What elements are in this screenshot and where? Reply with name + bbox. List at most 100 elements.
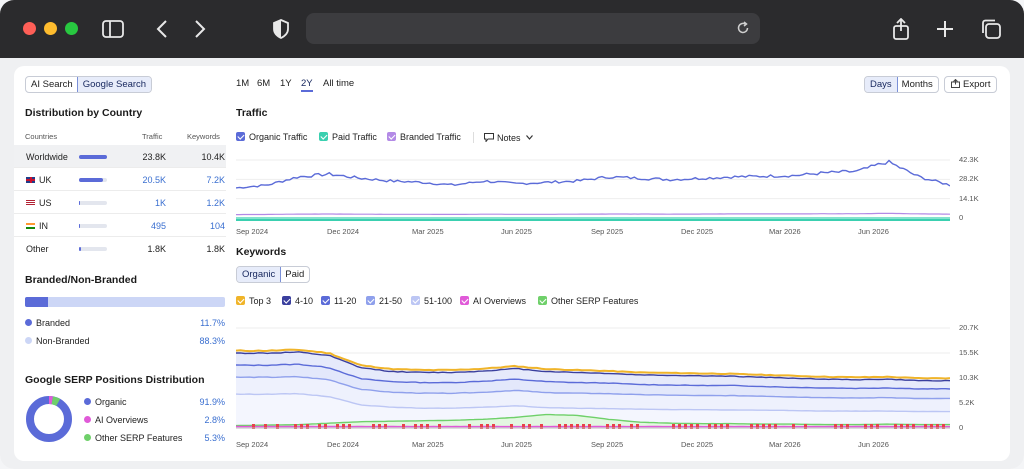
legend-kw-3[interactable]: 21-50 bbox=[366, 296, 402, 306]
note-marker[interactable] bbox=[576, 424, 579, 429]
note-marker[interactable] bbox=[846, 424, 849, 429]
note-marker[interactable] bbox=[468, 424, 471, 429]
note-marker[interactable] bbox=[486, 424, 489, 429]
table-row[interactable]: Worldwide 23.8K 10.4K bbox=[14, 145, 226, 168]
legend-paid-traffic[interactable]: Paid Traffic bbox=[319, 132, 377, 142]
tab-organic[interactable]: Organic bbox=[237, 267, 282, 282]
note-marker[interactable] bbox=[588, 424, 591, 429]
note-marker[interactable] bbox=[870, 424, 873, 429]
note-marker[interactable] bbox=[276, 424, 279, 429]
forward-arrow-icon[interactable] bbox=[185, 14, 215, 44]
note-marker[interactable] bbox=[894, 424, 897, 429]
note-marker[interactable] bbox=[426, 424, 429, 429]
note-marker[interactable] bbox=[618, 424, 621, 429]
note-marker[interactable] bbox=[558, 424, 561, 429]
note-marker[interactable] bbox=[876, 424, 879, 429]
note-marker[interactable] bbox=[672, 424, 675, 429]
note-marker[interactable] bbox=[924, 424, 927, 429]
reload-icon[interactable] bbox=[736, 21, 750, 40]
note-marker[interactable] bbox=[384, 424, 387, 429]
note-marker[interactable] bbox=[612, 424, 615, 429]
traffic-value[interactable]: 20.5K bbox=[142, 175, 166, 185]
note-marker[interactable] bbox=[690, 424, 693, 429]
traffic-chart[interactable] bbox=[236, 158, 950, 224]
note-marker[interactable] bbox=[750, 424, 753, 429]
note-marker[interactable] bbox=[756, 424, 759, 429]
keywords-value[interactable]: 7.2K bbox=[206, 175, 225, 185]
note-marker[interactable] bbox=[726, 424, 729, 429]
traffic-value[interactable]: 495 bbox=[150, 221, 166, 231]
note-marker[interactable] bbox=[420, 424, 423, 429]
note-marker[interactable] bbox=[480, 424, 483, 429]
keywords-value[interactable]: 1.2K bbox=[206, 198, 225, 208]
note-marker[interactable] bbox=[324, 424, 327, 429]
legend-organic-traffic[interactable]: Organic Traffic bbox=[236, 132, 307, 142]
export-button[interactable]: Export bbox=[944, 76, 998, 93]
tab-overview-icon[interactable] bbox=[976, 14, 1006, 44]
note-marker[interactable] bbox=[636, 424, 639, 429]
tab-ai-search[interactable]: AI Search bbox=[31, 79, 73, 90]
note-marker[interactable] bbox=[792, 424, 795, 429]
shield-privacy-icon[interactable] bbox=[266, 14, 296, 44]
note-marker[interactable] bbox=[720, 424, 723, 429]
note-marker[interactable] bbox=[864, 424, 867, 429]
close-window-button[interactable] bbox=[23, 22, 36, 35]
note-marker[interactable] bbox=[264, 424, 267, 429]
note-marker[interactable] bbox=[900, 424, 903, 429]
zoom-window-button[interactable] bbox=[65, 22, 78, 35]
note-marker[interactable] bbox=[678, 424, 681, 429]
note-marker[interactable] bbox=[834, 424, 837, 429]
legend-kw-5[interactable]: AI Overviews bbox=[460, 296, 526, 306]
period-1m[interactable]: 1M bbox=[236, 78, 250, 89]
note-marker[interactable] bbox=[294, 424, 297, 429]
notes-dropdown[interactable]: Notes bbox=[484, 132, 533, 144]
tab-paid[interactable]: Paid bbox=[285, 269, 305, 280]
note-marker[interactable] bbox=[252, 424, 255, 429]
note-marker[interactable] bbox=[564, 424, 567, 429]
period-1y[interactable]: 1Y bbox=[280, 78, 292, 89]
note-marker[interactable] bbox=[696, 424, 699, 429]
sidebar-toggle-icon[interactable] bbox=[98, 14, 128, 44]
note-marker[interactable] bbox=[402, 424, 405, 429]
note-marker[interactable] bbox=[570, 424, 573, 429]
note-marker[interactable] bbox=[342, 424, 345, 429]
minimize-window-button[interactable] bbox=[44, 22, 57, 35]
note-marker[interactable] bbox=[306, 424, 309, 429]
note-marker[interactable] bbox=[708, 424, 711, 429]
tab-google-search[interactable]: Google Search bbox=[76, 77, 152, 92]
note-marker[interactable] bbox=[510, 424, 513, 429]
note-marker[interactable] bbox=[378, 424, 381, 429]
note-marker[interactable] bbox=[714, 424, 717, 429]
table-row[interactable]: Other 1.8K 1.8K bbox=[14, 237, 226, 260]
new-tab-plus-icon[interactable] bbox=[930, 14, 960, 44]
note-marker[interactable] bbox=[684, 424, 687, 429]
period-all-time[interactable]: All time bbox=[323, 78, 355, 89]
note-marker[interactable] bbox=[804, 424, 807, 429]
note-marker[interactable] bbox=[936, 424, 939, 429]
note-marker[interactable] bbox=[540, 424, 543, 429]
keywords-chart[interactable] bbox=[236, 322, 950, 436]
share-icon[interactable] bbox=[886, 14, 916, 44]
period-6m[interactable]: 6M bbox=[257, 78, 271, 89]
note-marker[interactable] bbox=[348, 424, 351, 429]
address-bar[interactable] bbox=[306, 13, 760, 44]
note-marker[interactable] bbox=[606, 424, 609, 429]
note-marker[interactable] bbox=[528, 424, 531, 429]
legend-kw-1[interactable]: 4-10 bbox=[282, 296, 313, 306]
legend-kw-2[interactable]: 11-20 bbox=[321, 296, 356, 306]
note-marker[interactable] bbox=[840, 424, 843, 429]
keywords-value[interactable]: 104 bbox=[209, 221, 225, 231]
note-marker[interactable] bbox=[942, 424, 945, 429]
note-marker[interactable] bbox=[318, 424, 321, 429]
granularity-months[interactable]: Months bbox=[901, 79, 933, 90]
note-marker[interactable] bbox=[300, 424, 303, 429]
note-marker[interactable] bbox=[630, 424, 633, 429]
legend-kw-4[interactable]: 51-100 bbox=[411, 296, 452, 306]
table-row[interactable]: UK 20.5K 7.2K bbox=[14, 168, 226, 191]
note-marker[interactable] bbox=[522, 424, 525, 429]
legend-kw-0[interactable]: Top 3 bbox=[236, 296, 271, 306]
note-marker[interactable] bbox=[912, 424, 915, 429]
note-marker[interactable] bbox=[492, 424, 495, 429]
note-marker[interactable] bbox=[438, 424, 441, 429]
note-marker[interactable] bbox=[774, 424, 777, 429]
